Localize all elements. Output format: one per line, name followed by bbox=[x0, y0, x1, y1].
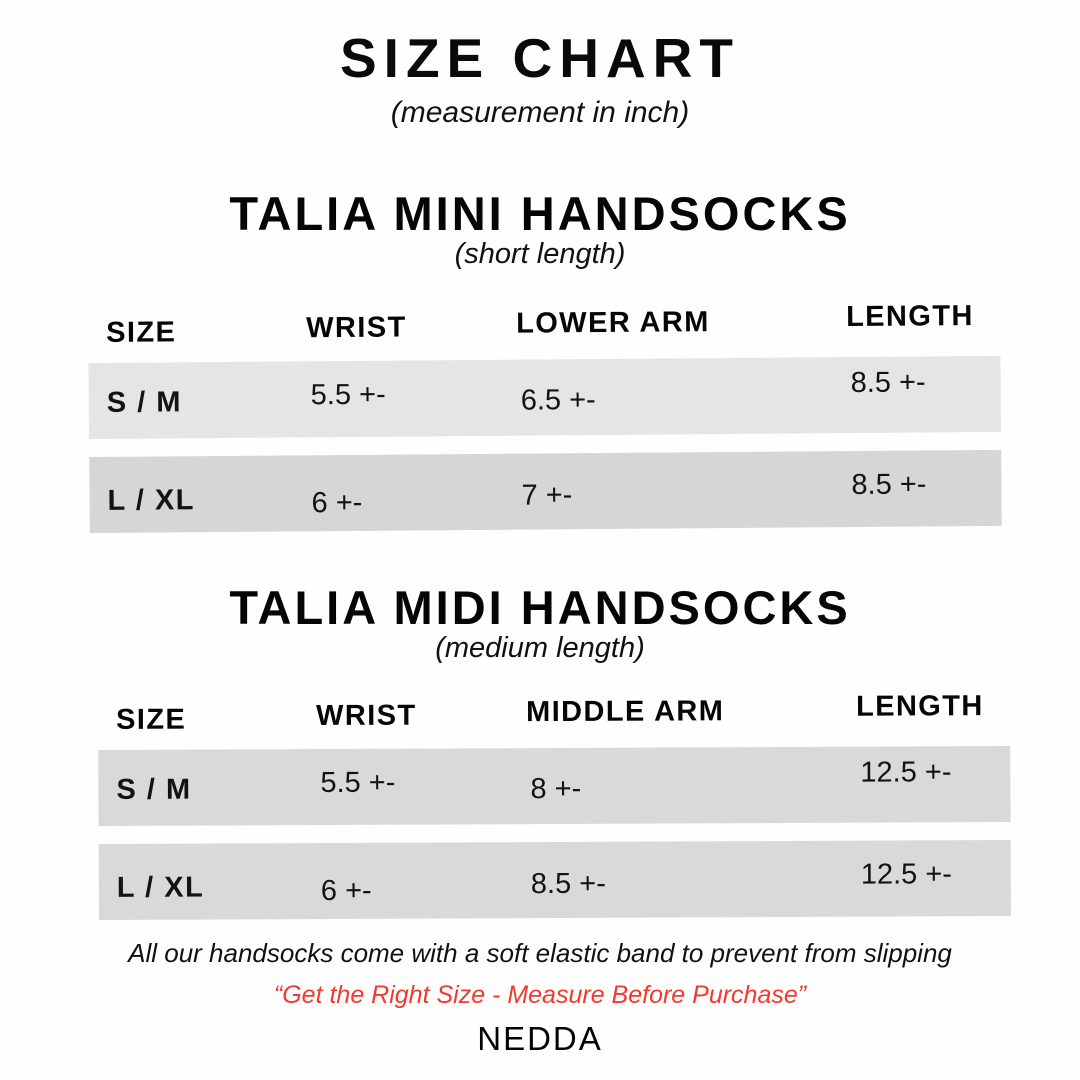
column-header-arm: LOWER ARM bbox=[516, 306, 710, 340]
cell-size: L / XL bbox=[107, 484, 196, 517]
footer-cta: “Get the Right Size - Measure Before Pur… bbox=[273, 981, 807, 1009]
column-header-length: LENGTH bbox=[845, 300, 974, 334]
cell-size: L / XL bbox=[116, 871, 205, 904]
page-subtitle: (measurement in inch) bbox=[390, 96, 690, 129]
cell-arm: 8 +- bbox=[530, 772, 582, 806]
cell-length: 8.5 +- bbox=[850, 366, 926, 400]
table-row: S / M 5.5 +- 8 +- 12.5 +- bbox=[98, 746, 1011, 826]
column-header-size: SIZE bbox=[106, 316, 177, 349]
cell-wrist: 6 +- bbox=[311, 486, 363, 520]
size-table-midi: SIZE WRIST MIDDLE ARM LENGTH S / M 5.5 +… bbox=[98, 688, 1011, 938]
cell-wrist: 5.5 +- bbox=[310, 378, 386, 412]
cell-length: 12.5 +- bbox=[860, 858, 952, 891]
table-header-row: SIZE WRIST LOWER ARM LENGTH bbox=[88, 298, 1000, 363]
column-header-length: LENGTH bbox=[856, 690, 984, 723]
cell-arm: 8.5 +- bbox=[530, 867, 606, 901]
section-subtitle-mini: (short length) bbox=[454, 238, 626, 270]
cell-size: S / M bbox=[116, 773, 192, 806]
column-header-arm: MIDDLE ARM bbox=[526, 695, 725, 729]
cell-wrist: 6 +- bbox=[320, 874, 372, 908]
section-title-mini: TALIA MINI HANDSOCKS bbox=[229, 187, 851, 240]
page-title: SIZE CHART bbox=[340, 27, 740, 89]
cell-length: 12.5 +- bbox=[860, 756, 952, 789]
cell-length: 8.5 +- bbox=[851, 468, 927, 502]
cell-wrist: 5.5 +- bbox=[320, 766, 396, 800]
table-row: S / M 5.5 +- 6.5 +- 8.5 +- bbox=[88, 355, 1002, 439]
table-row: L / XL 6 +- 8.5 +- 12.5 +- bbox=[98, 840, 1011, 920]
section-title-midi: TALIA MIDI HANDSOCKS bbox=[229, 581, 851, 634]
table-header-row: SIZE WRIST MIDDLE ARM LENGTH bbox=[98, 688, 1010, 750]
cell-size: S / M bbox=[106, 386, 183, 419]
brand-logo: NEDDA bbox=[477, 1020, 603, 1057]
cell-arm: 7 +- bbox=[521, 479, 573, 512]
size-table-mini: SIZE WRIST LOWER ARM LENGTH S / M 5.5 +-… bbox=[88, 298, 1002, 551]
footer-note: All our handsocks come with a soft elast… bbox=[128, 938, 952, 968]
cell-arm: 6.5 +- bbox=[520, 384, 596, 417]
column-header-wrist: WRIST bbox=[316, 699, 417, 733]
column-header-size: SIZE bbox=[116, 703, 187, 736]
section-subtitle-midi: (medium length) bbox=[435, 632, 645, 664]
column-header-wrist: WRIST bbox=[306, 311, 407, 345]
table-row: L / XL 6 +- 7 +- 8.5 +- bbox=[89, 449, 1002, 533]
